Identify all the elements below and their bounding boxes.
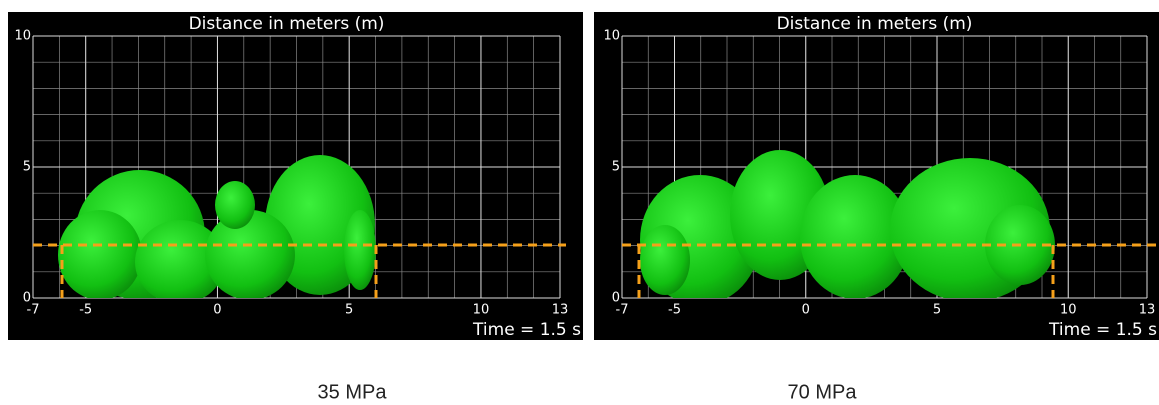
panel-title: Distance in meters (m)	[777, 14, 973, 34]
x-tick-label: 0	[802, 303, 810, 318]
x-tick-label: 10	[1060, 303, 1077, 318]
caption: 70 MPa	[788, 381, 858, 403]
x-tick-label: 5	[933, 303, 941, 318]
caption: 35 MPa	[318, 381, 388, 403]
y-tick-label: 5	[612, 160, 620, 175]
x-tick-label: 0	[213, 303, 221, 318]
x-tick-label: 10	[473, 303, 490, 318]
x-tick-label: 5	[345, 303, 353, 318]
time-label: Time = 1.5 s	[472, 320, 581, 340]
y-tick-label: 5	[23, 160, 31, 175]
time-label: Time = 1.5 s	[1048, 320, 1157, 340]
panel-title: Distance in meters (m)	[189, 14, 385, 34]
y-tick-label: 0	[612, 291, 620, 306]
figure: -7-50510130510Distance in meters (m)Time…	[0, 0, 1159, 405]
x-tick-label: 13	[1139, 303, 1156, 318]
x-tick-label: -5	[668, 303, 681, 318]
y-tick-label: 10	[603, 29, 620, 44]
x-tick-label: -5	[79, 303, 92, 318]
y-tick-label: 10	[14, 29, 31, 44]
y-tick-label: 0	[23, 291, 31, 306]
x-tick-label: 13	[552, 303, 569, 318]
